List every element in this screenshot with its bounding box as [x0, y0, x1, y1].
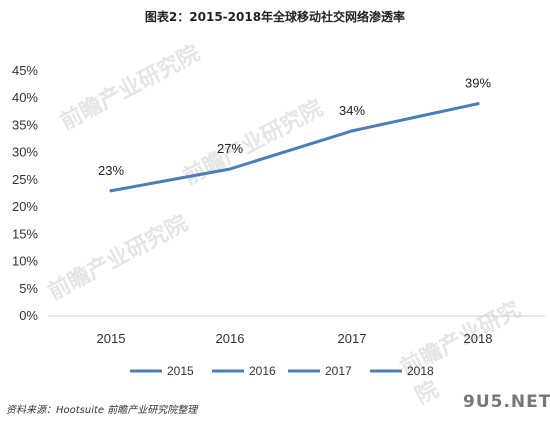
data-label: 39% [465, 76, 491, 91]
data-label: 27% [217, 141, 243, 156]
y-tick-label: 15% [12, 226, 38, 241]
data-point [476, 102, 480, 106]
data-labels: 23% 27% 34% 39% [98, 76, 491, 178]
legend-label: 2016 [249, 364, 276, 378]
series-line [109, 102, 480, 193]
data-label: 34% [339, 103, 365, 118]
data-point [109, 189, 113, 193]
legend-label: 2017 [325, 364, 352, 378]
x-tick-label: 2015 [97, 331, 126, 346]
y-tick-label: 0% [19, 308, 38, 323]
x-tick-label: 2017 [338, 331, 367, 346]
legend: 2015 2016 2017 2018 [130, 364, 434, 378]
source-note: 资料来源：Hootsuite 前瞻产业研究院整理 [6, 405, 198, 416]
y-tick-label: 20% [12, 199, 38, 214]
series [109, 102, 480, 193]
legend-label: 2018 [407, 364, 434, 378]
legend-label: 2015 [167, 364, 194, 378]
data-point [228, 167, 232, 171]
y-tick-label: 5% [19, 281, 38, 296]
legend-item: 2015 [130, 364, 194, 378]
legend-item: 2017 [288, 364, 352, 378]
data-point [350, 129, 354, 133]
site-watermark: 9U5.NET [463, 392, 550, 412]
y-tick-label: 10% [12, 254, 38, 269]
y-tick-label: 30% [12, 145, 38, 160]
y-tick-label: 35% [12, 117, 38, 132]
legend-item: 2016 [212, 364, 276, 378]
y-tick-label: 45% [12, 63, 38, 78]
x-axis: 2015 2016 2017 2018 [97, 331, 493, 346]
chart-title: 图表2：2015-2018年全球移动社交网络渗透率 [144, 10, 406, 24]
y-tick-label: 25% [12, 172, 38, 187]
legend-item: 2018 [370, 364, 434, 378]
x-tick-label: 2016 [216, 331, 245, 346]
y-axis: 0% 5% 10% 15% 20% 25% 30% 35% 40% 45% [12, 63, 38, 323]
data-label: 23% [98, 163, 124, 178]
y-tick-label: 40% [12, 90, 38, 105]
x-tick-label: 2018 [464, 331, 493, 346]
